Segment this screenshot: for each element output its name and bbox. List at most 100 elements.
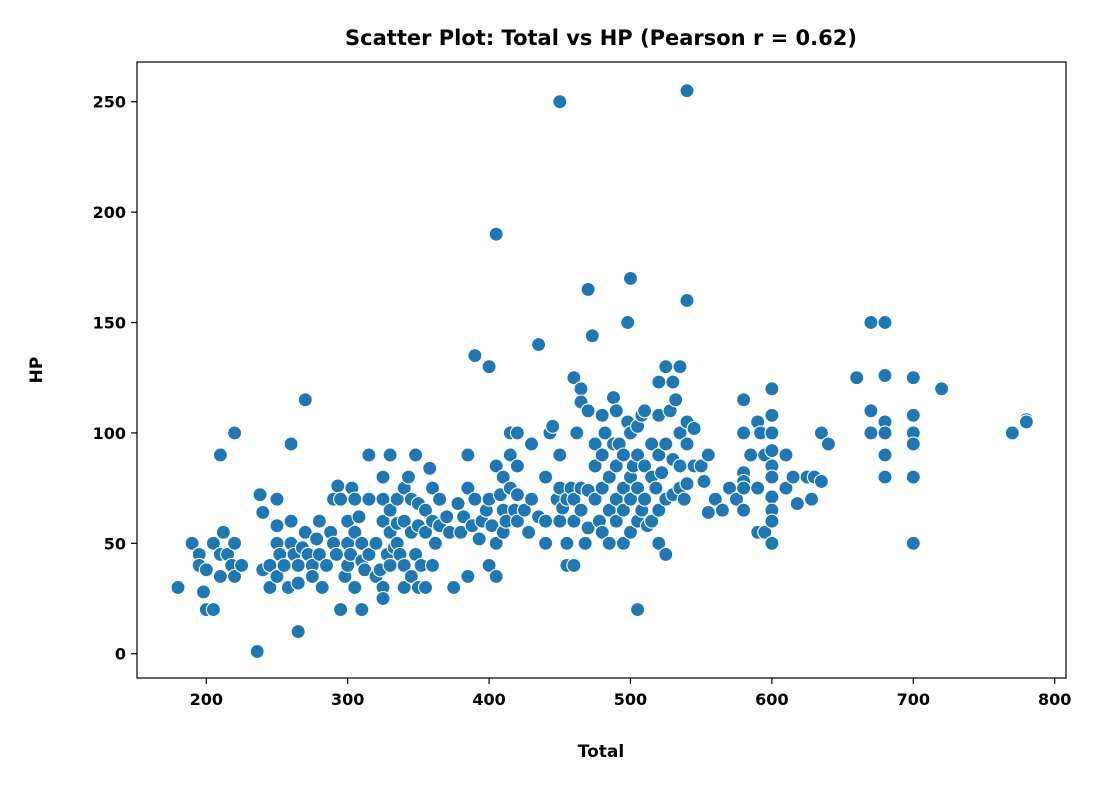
data-point — [523, 436, 540, 452]
data-point — [905, 535, 921, 551]
data-point — [559, 535, 575, 551]
data-point — [453, 524, 469, 540]
data-point — [297, 524, 313, 540]
data-point — [736, 392, 752, 408]
data-point — [184, 535, 200, 551]
data-point — [262, 579, 278, 596]
data-point — [785, 469, 801, 485]
data-point — [569, 425, 585, 441]
data-point — [849, 370, 865, 386]
data-point — [495, 469, 511, 485]
data-point — [382, 557, 398, 573]
data-point — [736, 502, 752, 518]
data-point — [552, 447, 568, 463]
data-point — [615, 502, 631, 518]
data-point — [764, 443, 780, 459]
data-point — [531, 337, 547, 353]
data-point — [863, 403, 879, 419]
data-point — [467, 348, 483, 364]
data-point — [311, 513, 327, 529]
data-point — [432, 491, 448, 507]
data-point — [538, 513, 554, 529]
y-tick-label: 50 — [104, 534, 126, 553]
data-point — [255, 504, 271, 520]
data-point — [877, 469, 893, 485]
data-point — [566, 370, 582, 386]
data-point — [269, 568, 285, 584]
data-point — [693, 458, 709, 474]
data-point — [249, 643, 265, 660]
data-point — [764, 425, 780, 441]
data-point — [764, 407, 780, 423]
data-point — [309, 531, 325, 547]
data-point — [354, 602, 370, 618]
data-point — [417, 502, 434, 518]
data-point — [620, 314, 636, 331]
data-point — [417, 579, 434, 596]
data-point — [328, 546, 344, 562]
data-point — [615, 535, 631, 551]
data-point — [764, 513, 780, 529]
data-point — [608, 458, 624, 474]
data-point — [630, 480, 646, 496]
data-point — [658, 546, 674, 562]
data-point — [566, 513, 582, 529]
data-point — [212, 568, 228, 584]
data-point — [1018, 414, 1034, 430]
data-point — [481, 557, 497, 573]
data-point — [460, 480, 476, 496]
data-point — [552, 94, 568, 110]
data-point — [764, 469, 780, 485]
data-point — [523, 491, 540, 507]
data-point — [516, 502, 532, 518]
data-point — [342, 546, 359, 562]
data-point — [587, 436, 603, 452]
data-point — [573, 502, 589, 518]
data-point — [594, 480, 610, 496]
data-point — [509, 513, 525, 529]
data-point — [488, 458, 504, 474]
data-point — [615, 447, 631, 463]
x-tick-label: 400 — [472, 690, 505, 709]
data-point — [728, 491, 745, 507]
data-point — [757, 524, 773, 540]
data-point — [509, 458, 525, 474]
data-point — [290, 624, 306, 640]
y-tick-label: 200 — [93, 203, 126, 222]
data-point — [608, 403, 624, 419]
data-point — [439, 509, 455, 525]
data-point — [361, 491, 377, 507]
data-point — [820, 436, 836, 452]
data-point — [863, 314, 879, 331]
data-point — [637, 458, 653, 474]
data-point — [587, 491, 603, 507]
data-point — [488, 226, 504, 242]
data-point — [651, 447, 667, 463]
data-point — [679, 436, 695, 452]
data-point — [424, 480, 441, 496]
data-point — [587, 458, 603, 474]
data-point — [905, 436, 921, 452]
data-point — [651, 502, 667, 518]
data-point — [195, 584, 212, 600]
data-point — [283, 513, 299, 529]
data-point — [450, 496, 466, 512]
data-point — [736, 480, 752, 496]
data-point — [396, 557, 412, 573]
data-point — [361, 546, 377, 562]
data-point — [347, 491, 363, 507]
plot-area — [136, 61, 1067, 679]
data-point — [696, 473, 712, 490]
data-point — [778, 480, 794, 496]
y-axis: 0 50 100 150 200 250 — [93, 93, 137, 664]
data-point — [170, 579, 186, 596]
data-point — [577, 535, 593, 551]
data-point — [630, 447, 646, 463]
data-point — [672, 359, 688, 375]
data-point — [375, 590, 391, 607]
data-point — [905, 469, 921, 485]
data-point — [764, 489, 780, 505]
data-point — [311, 546, 327, 562]
data-point — [215, 524, 231, 540]
